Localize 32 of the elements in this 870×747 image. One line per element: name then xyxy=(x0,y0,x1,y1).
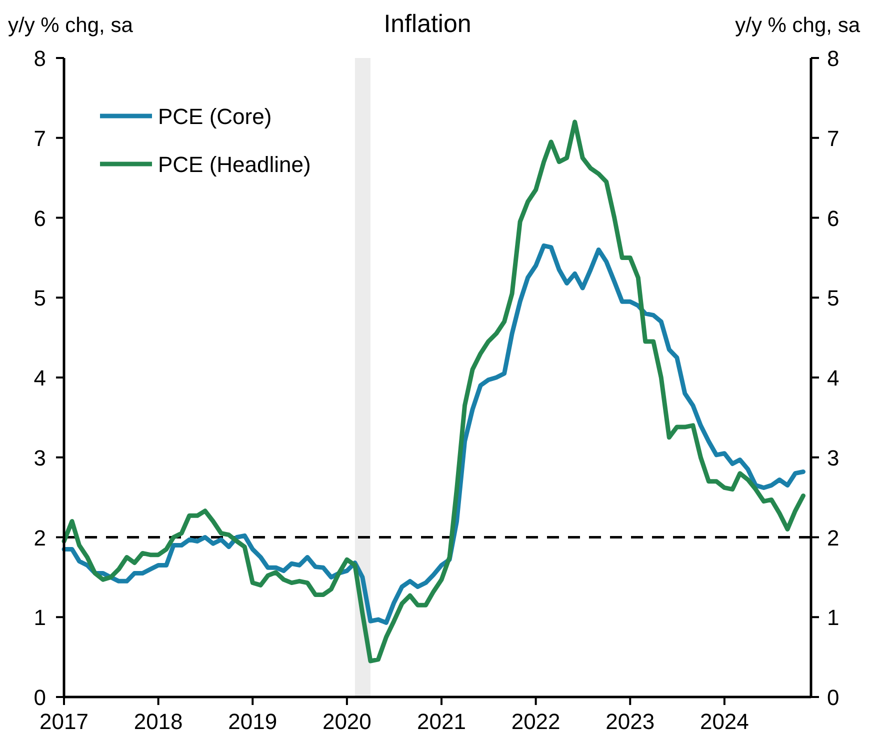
y2-tick-label: 5 xyxy=(827,286,840,311)
chart-title: Inflation xyxy=(384,10,472,38)
x-tick-label: 2024 xyxy=(700,709,749,734)
x-tick-label: 2020 xyxy=(322,709,372,734)
x-tick-label: 2019 xyxy=(228,709,278,734)
y2-tick-label: 6 xyxy=(827,206,840,231)
x-tick-label: 2023 xyxy=(606,709,655,734)
y-axis-title: y/y % chg, sa xyxy=(8,14,134,37)
y-tick-label: 4 xyxy=(34,366,46,390)
y-tick-label: 6 xyxy=(34,206,46,231)
y-tick-label: 7 xyxy=(34,126,46,151)
x-tick-label: 2017 xyxy=(40,709,88,734)
y2-tick-label: 2 xyxy=(827,525,840,550)
legend-label: PCE (Headline) xyxy=(158,152,311,177)
y2-tick-label: 0 xyxy=(827,685,840,710)
y-tick-label: 8 xyxy=(34,46,46,71)
line-series xyxy=(62,243,806,625)
y2-tick-label: 3 xyxy=(827,445,840,470)
y2-tick-label: 1 xyxy=(827,605,840,630)
y-tick-label: 1 xyxy=(34,605,46,630)
legend-label: PCE (Core) xyxy=(158,104,272,129)
y-tick-label: 3 xyxy=(34,445,46,470)
y2-axis-title: y/y % chg, sa xyxy=(735,14,860,37)
x-tick-label: 2018 xyxy=(134,709,183,734)
y2-tick-label: 7 xyxy=(827,126,840,151)
x-tick-label: 2021 xyxy=(417,709,466,734)
y-tick-label: 0 xyxy=(34,685,46,710)
y-tick-label: 2 xyxy=(34,525,46,550)
x-tick-label: 2022 xyxy=(511,709,560,734)
y2-tick-label: 8 xyxy=(827,46,840,71)
y2-tick-label: 4 xyxy=(827,366,840,390)
y-tick-label: 5 xyxy=(34,286,46,311)
